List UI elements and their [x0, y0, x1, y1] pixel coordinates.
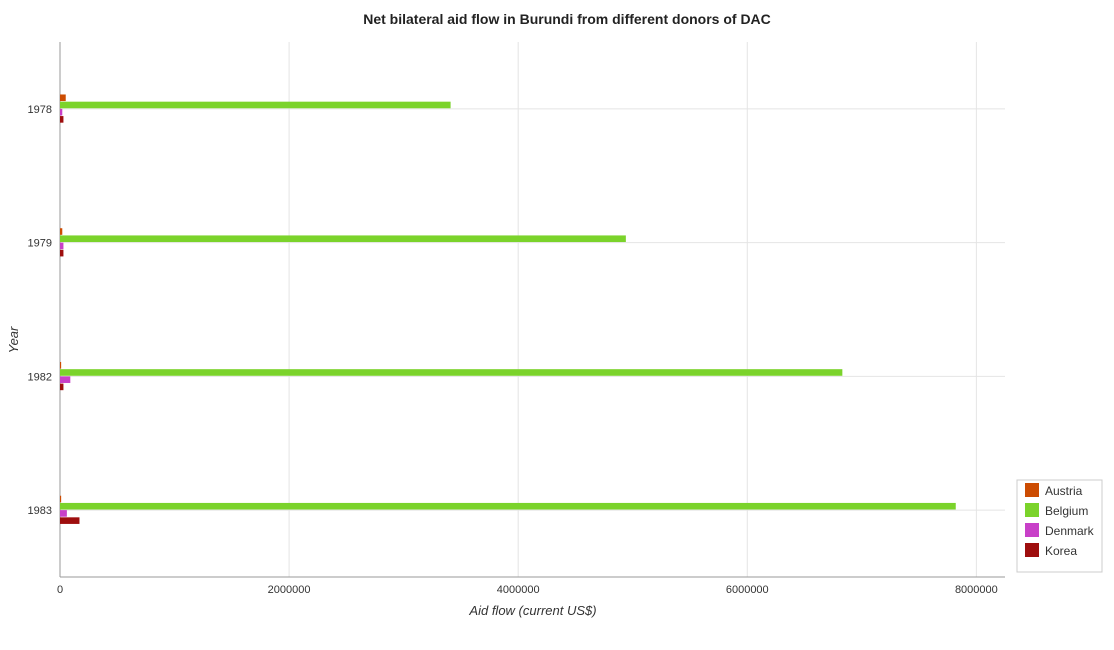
legend-label-denmark: Denmark: [1045, 524, 1095, 538]
bar-austria-1978: [60, 94, 66, 102]
bars: [60, 94, 956, 524]
y-tick-label: 1979: [28, 238, 52, 250]
bar-denmark-1978: [60, 108, 63, 116]
legend-swatch-belgium: [1025, 503, 1039, 517]
bar-austria-1979: [60, 228, 63, 235]
legend-label-korea: Korea: [1045, 544, 1077, 558]
x-tick-label: 4000000: [497, 584, 540, 596]
y-axis-label: Year: [6, 326, 21, 353]
bar-korea-1982: [60, 383, 64, 391]
legend-swatch-korea: [1025, 543, 1039, 557]
legend-swatch-denmark: [1025, 523, 1039, 537]
legend: Austria Belgium Denmark Korea: [1016, 479, 1103, 573]
bar-korea-1979: [60, 249, 64, 257]
legend-label-austria: Austria: [1045, 484, 1083, 498]
legend-label-belgium: Belgium: [1045, 504, 1088, 518]
bar-belgium-1983: [60, 502, 956, 510]
x-axis-ticks: 0 2000000 4000000 6000000 8000000: [57, 584, 998, 596]
y-tick-label: 1983: [28, 505, 52, 517]
x-tick-label: 6000000: [726, 584, 769, 596]
y-axis-ticks: 1978 1979 1982 1983: [28, 104, 52, 517]
bar-belgium-1978: [60, 101, 451, 109]
bar-austria-1982: [60, 361, 62, 369]
x-tick-label: 0: [57, 584, 63, 596]
bar-denmark-1979: [60, 242, 64, 250]
bar-denmark-1983: [60, 510, 67, 517]
bar-austria-1983: [60, 495, 62, 503]
chart-title: Net bilateral aid flow in Burundi from d…: [363, 11, 771, 27]
bar-denmark-1982: [60, 376, 71, 383]
legend-swatch-austria: [1025, 483, 1039, 497]
bar-korea-1983: [60, 517, 80, 524]
grid: [59, 42, 1005, 578]
bar-belgium-1979: [60, 235, 626, 243]
bar-korea-1978: [60, 116, 64, 123]
x-axis-label: Aid flow (current US$): [468, 603, 596, 618]
y-tick-label: 1978: [28, 104, 52, 116]
x-tick-label: 8000000: [955, 584, 998, 596]
bar-belgium-1982: [60, 369, 843, 376]
y-tick-label: 1982: [28, 371, 52, 383]
x-tick-label: 2000000: [268, 584, 311, 596]
